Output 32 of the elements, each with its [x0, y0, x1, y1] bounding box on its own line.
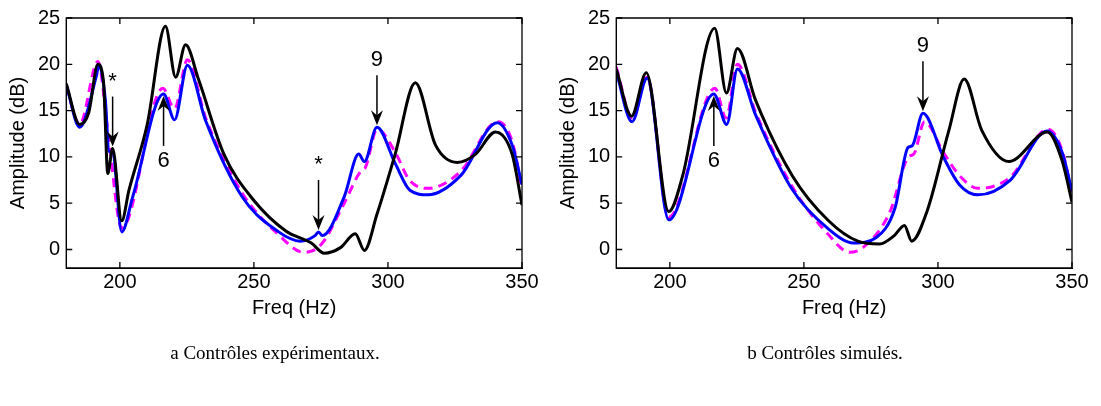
x-axis-title: Freq (Hz)	[251, 295, 337, 318]
y-tick-label: 10	[588, 144, 611, 167]
y-axis-title: Amplitude (dB)	[5, 76, 28, 210]
y-tick-label: 15	[38, 98, 61, 121]
annotation: 6	[707, 146, 720, 172]
y-axis-title: Amplitude (dB)	[555, 76, 578, 210]
x-tick-label: 250	[787, 269, 821, 292]
x-tick-label: 350	[1055, 269, 1089, 292]
annotation: *	[314, 150, 324, 176]
text: a Contrôles expérimentaux.	[169, 342, 381, 364]
y-tick-label: 5	[599, 190, 611, 213]
y-tick-label: 0	[49, 237, 61, 259]
text: b Contrôles simulés.	[746, 342, 904, 364]
annotation: 6	[157, 146, 170, 172]
y-tick-label: 15	[588, 98, 611, 121]
y-tick-label: 0	[599, 237, 611, 259]
x-tick-label: 200	[653, 269, 687, 292]
y-tick-label: 25	[38, 5, 61, 28]
y-tick-label: 10	[38, 144, 61, 167]
x-tick-label: 300	[921, 269, 955, 292]
y-tick-label: 20	[38, 51, 61, 74]
x-tick-label: 350	[505, 269, 539, 292]
y-tick-label: 5	[49, 190, 61, 213]
x-tick-label: 300	[371, 269, 405, 292]
y-tick-label: 20	[588, 51, 611, 74]
y-tick-label: 25	[588, 5, 611, 28]
annotation: *	[108, 67, 118, 93]
x-tick-label: 200	[103, 269, 137, 292]
x-tick-label: 250	[237, 269, 271, 292]
annotation: 9	[916, 32, 930, 58]
x-axis-title: Freq (Hz)	[801, 295, 887, 318]
annotation: 9	[370, 46, 384, 72]
